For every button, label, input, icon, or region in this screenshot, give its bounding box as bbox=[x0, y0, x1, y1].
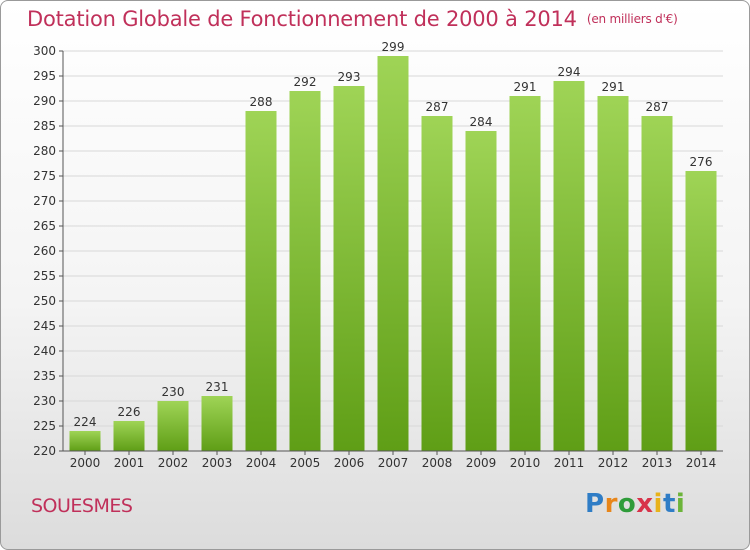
data-label: 226 bbox=[118, 405, 141, 419]
y-tick-label: 230 bbox=[33, 394, 56, 408]
data-label: 291 bbox=[602, 80, 625, 94]
bar-2004 bbox=[245, 111, 277, 451]
bar-2009 bbox=[465, 131, 497, 451]
y-tick-label: 245 bbox=[33, 319, 56, 333]
data-label: 230 bbox=[162, 385, 185, 399]
data-label: 276 bbox=[690, 155, 713, 169]
bar-2012 bbox=[597, 96, 629, 451]
data-label: 291 bbox=[514, 80, 537, 94]
data-label: 292 bbox=[294, 75, 317, 89]
place-name: SOUESMES bbox=[31, 495, 133, 517]
x-tick-label: 2006 bbox=[334, 456, 365, 470]
chart-title: Dotation Globale de Fonctionnement de 20… bbox=[27, 7, 678, 31]
y-tick-label: 255 bbox=[33, 269, 56, 283]
x-tick-label: 2012 bbox=[598, 456, 629, 470]
x-tick-label: 2011 bbox=[554, 456, 585, 470]
x-tick-label: 2013 bbox=[642, 456, 673, 470]
bar-2008 bbox=[421, 116, 453, 451]
y-tick-label: 275 bbox=[33, 169, 56, 183]
x-tick-label: 2000 bbox=[70, 456, 101, 470]
y-tick-label: 240 bbox=[33, 344, 56, 358]
data-label: 224 bbox=[74, 415, 97, 429]
x-tick-label: 2007 bbox=[378, 456, 409, 470]
chart-title-text: Dotation Globale de Fonctionnement de 20… bbox=[27, 7, 577, 31]
y-tick-label: 285 bbox=[33, 119, 56, 133]
data-label: 287 bbox=[426, 100, 449, 114]
x-tick-label: 2008 bbox=[422, 456, 453, 470]
x-axis: 2000 2001 2002 2003 2004 2005 2006 2007 2008 2009… bbox=[63, 450, 723, 470]
data-label: 293 bbox=[338, 70, 361, 84]
x-tick-label: 2005 bbox=[290, 456, 321, 470]
data-label: 299 bbox=[382, 40, 405, 54]
bar-2007 bbox=[377, 56, 409, 451]
bar-2010 bbox=[509, 96, 541, 451]
chart-subtitle: (en milliers d'€) bbox=[586, 12, 678, 26]
data-label: 231 bbox=[206, 380, 229, 394]
y-axis: 220 225 230 235 240 245 250 255 260 265 270 275 280 2… bbox=[33, 44, 64, 458]
y-tick-label: 260 bbox=[33, 244, 56, 258]
y-tick-label: 220 bbox=[33, 444, 56, 458]
y-tick-label: 225 bbox=[33, 419, 56, 433]
y-tick-label: 280 bbox=[33, 144, 56, 158]
y-tick-label: 250 bbox=[33, 294, 56, 308]
data-label: 294 bbox=[558, 65, 581, 79]
y-tick-label: 270 bbox=[33, 194, 56, 208]
x-tick-label: 2002 bbox=[158, 456, 189, 470]
y-tick-label: 295 bbox=[33, 69, 56, 83]
data-label: 284 bbox=[470, 115, 493, 129]
proxiti-logo[interactable]: Proxiti bbox=[585, 489, 686, 519]
y-tick-label: 290 bbox=[33, 94, 56, 108]
bar-2014 bbox=[685, 171, 717, 451]
x-tick-label: 2010 bbox=[510, 456, 541, 470]
x-tick-label: 2004 bbox=[246, 456, 277, 470]
bar-2002 bbox=[157, 401, 189, 451]
y-tick-label: 235 bbox=[33, 369, 56, 383]
x-tick-label: 2001 bbox=[114, 456, 145, 470]
x-tick-label: 2014 bbox=[686, 456, 717, 470]
bar-2011 bbox=[553, 81, 585, 451]
x-tick-label: 2003 bbox=[202, 456, 233, 470]
y-tick-label: 265 bbox=[33, 219, 56, 233]
data-label: 288 bbox=[250, 95, 273, 109]
y-tick-label: 300 bbox=[33, 44, 56, 58]
bar-2005 bbox=[289, 91, 321, 451]
data-label: 287 bbox=[646, 100, 669, 114]
bars: 224 226 230 231 288 292 293 299 287 284 291 294 291 2… bbox=[69, 40, 717, 451]
x-tick-label: 2009 bbox=[466, 456, 497, 470]
bar-2006 bbox=[333, 86, 365, 451]
bar-2001 bbox=[113, 421, 145, 451]
bar-2000 bbox=[69, 431, 101, 451]
bar-2003 bbox=[201, 396, 233, 451]
bar-2013 bbox=[641, 116, 673, 451]
